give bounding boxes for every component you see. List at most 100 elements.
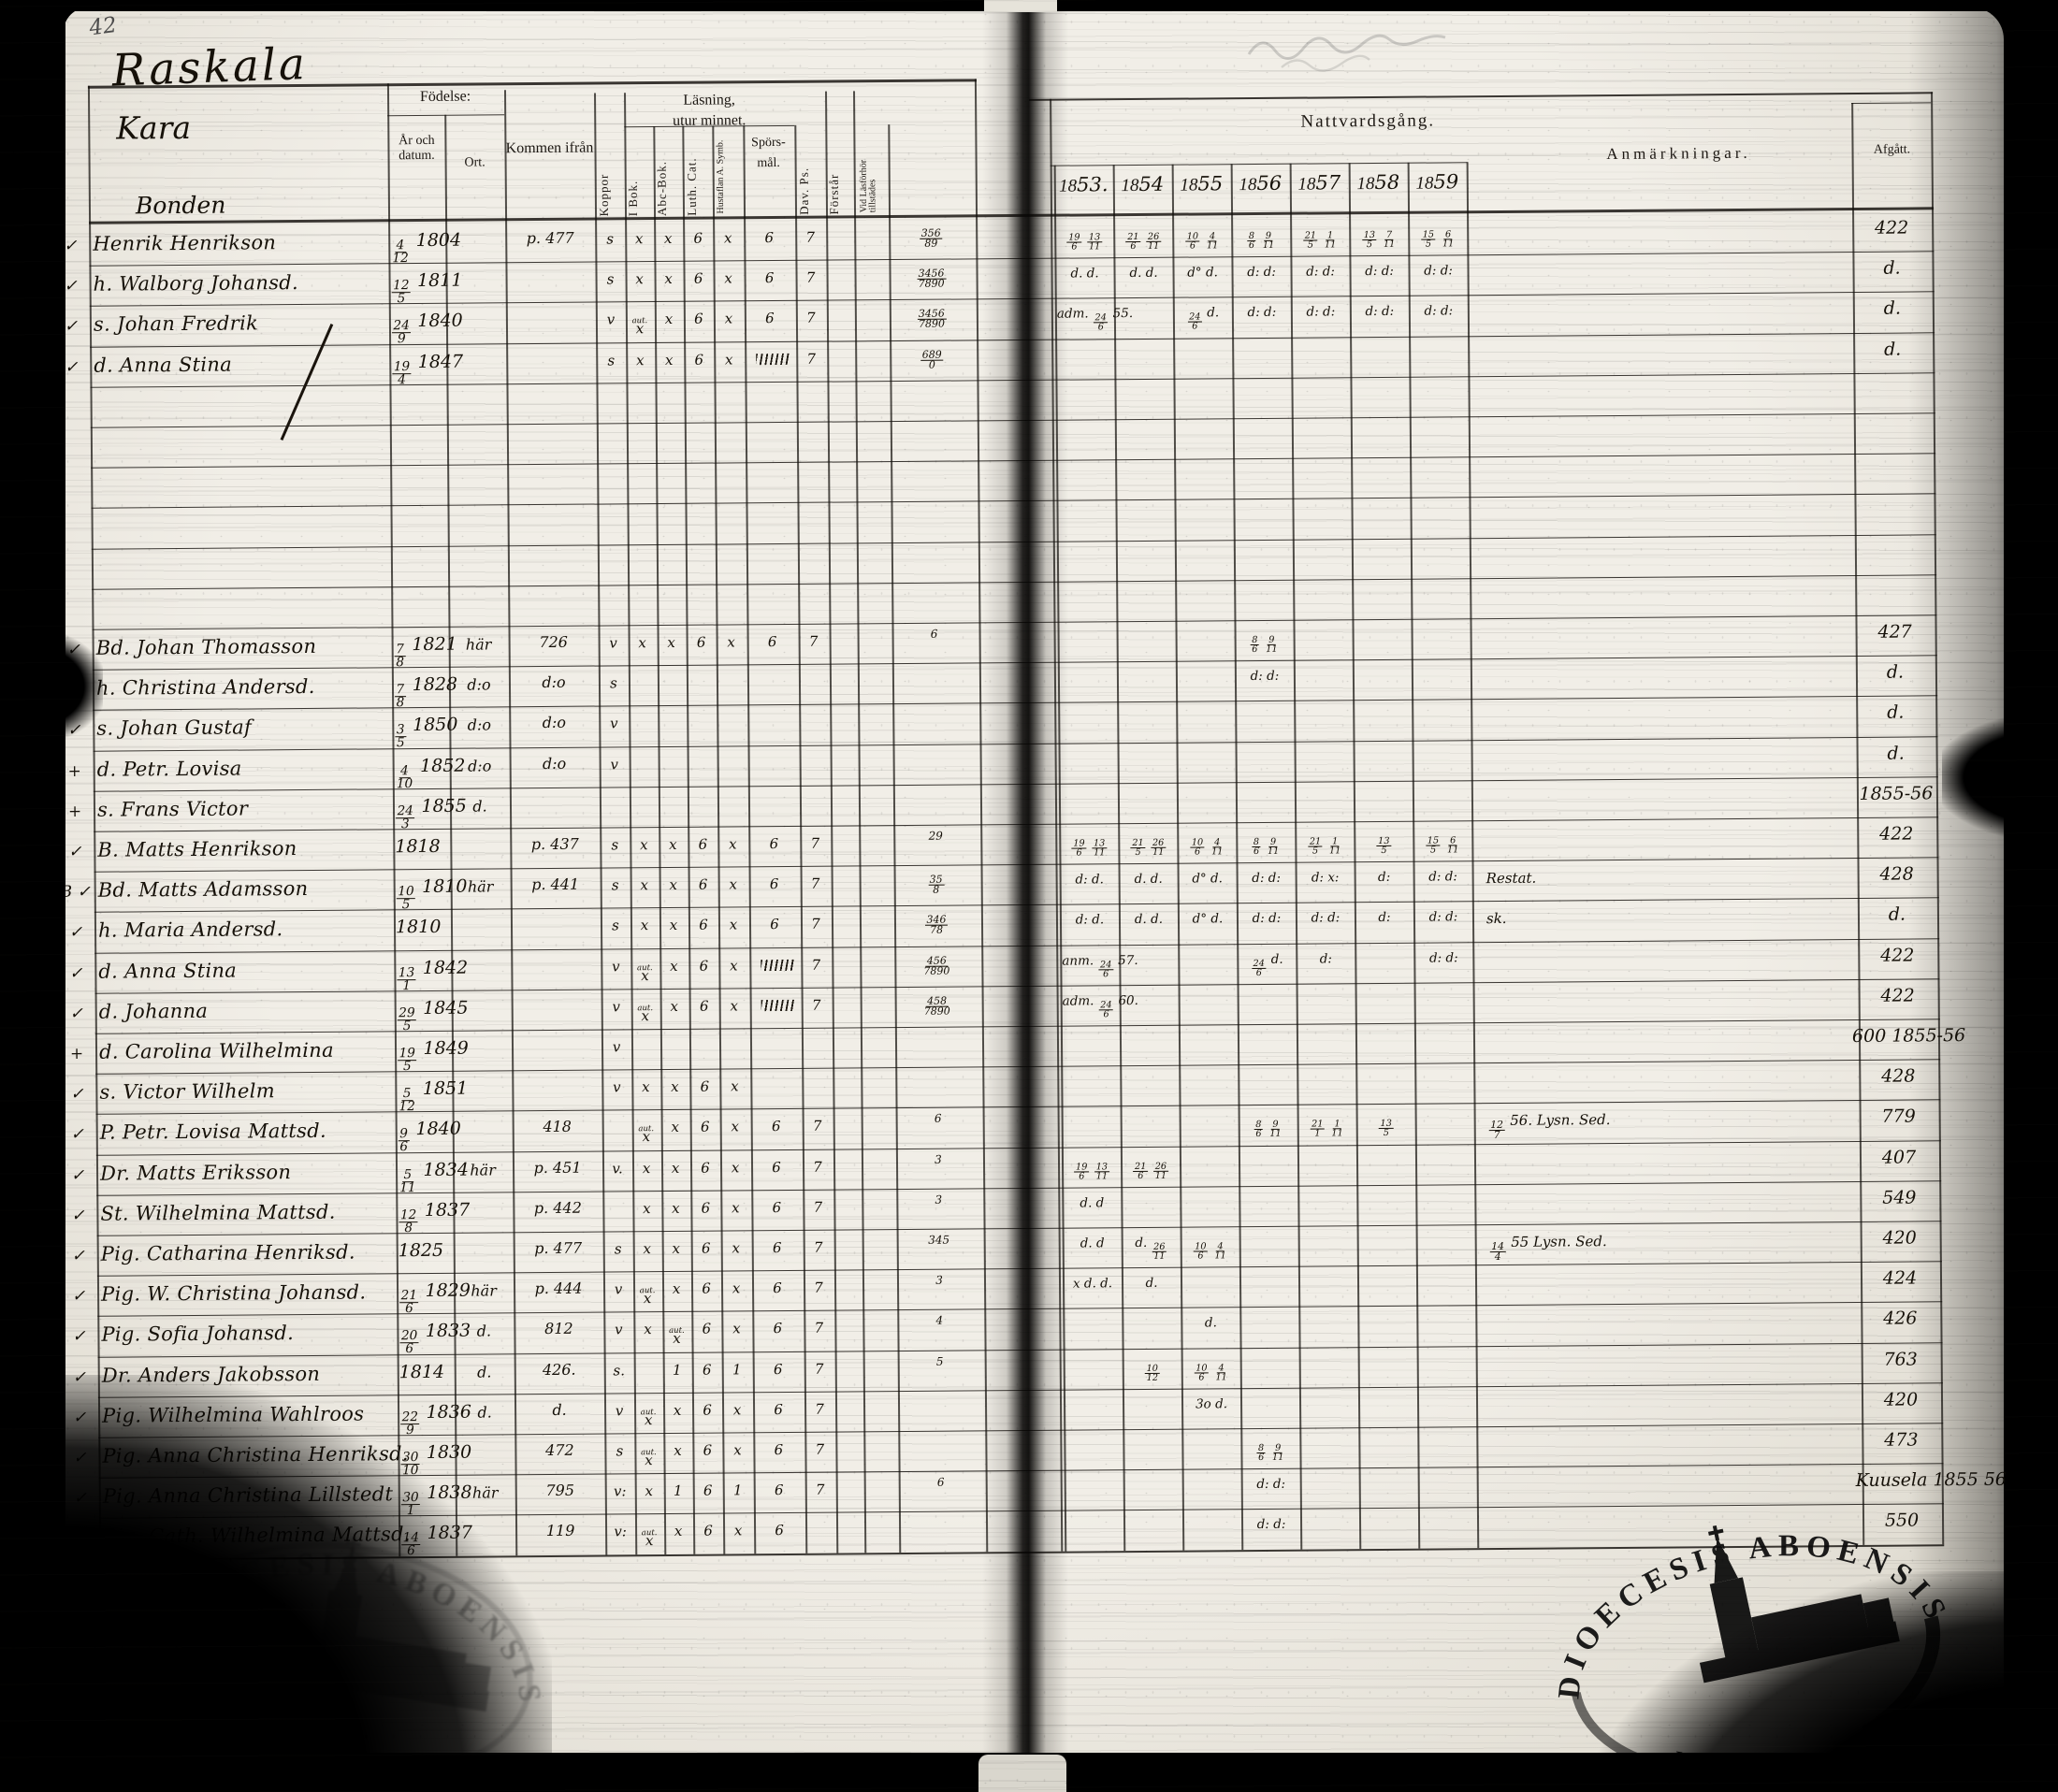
date-fraction: 10 6 — [1190, 837, 1205, 858]
birth-place-entry: d:o — [467, 757, 492, 775]
date-fraction: 21 5 — [1130, 837, 1146, 859]
year-handwritten: 54 — [1138, 172, 1165, 195]
reading-mark: x — [729, 835, 737, 853]
date-fraction: 13 1 — [397, 965, 416, 994]
column-header-departed: Afgått. — [1873, 142, 1911, 157]
date-fraction: 21 6 — [1125, 231, 1141, 253]
departed-entry: d. — [1884, 339, 1902, 360]
reading-mark: s — [607, 352, 616, 369]
communion-entry: 21 1 1 11 — [1299, 1112, 1355, 1139]
communion-entry: d: d: — [1256, 1516, 1286, 1533]
attendance-stack: 3456 7890 — [917, 307, 947, 331]
reading-mark: x — [640, 917, 649, 934]
date-fraction: 26 11 — [1153, 1161, 1168, 1182]
year-handwritten: 55 — [1197, 172, 1224, 195]
reading-mark: 6 — [693, 229, 703, 247]
birth-place-entry: här — [470, 1161, 496, 1179]
person-name: Bd. Johan Thomasson — [95, 634, 317, 659]
birth-date: 4 12 1804 — [392, 229, 462, 267]
remark-entry: 12 7 56. Lysn. Sed. — [1488, 1111, 1611, 1142]
reading-mark: 6 — [701, 1159, 710, 1177]
reading-mark: 7 — [813, 1198, 823, 1216]
departed-entry: d. — [1887, 743, 1905, 764]
communion-entry: 10 6 4 11 — [1179, 831, 1235, 858]
remark-entry: 14 4 55 Lysn. Sed. — [1489, 1233, 1607, 1264]
communion-entry: d: d: — [1428, 950, 1458, 966]
date-fraction: 4 11 — [1215, 1363, 1227, 1383]
year-printed: 18 — [1121, 175, 1139, 196]
communion-entry: d: d. — [1075, 872, 1104, 888]
person-name: d. Carolina Wilhelmina — [98, 1038, 334, 1063]
date-fraction: 26 11 — [1151, 837, 1166, 859]
birth-date: 12 5 1811 — [391, 269, 463, 307]
date-fraction: 20 6 — [399, 1328, 419, 1357]
departed-entry: 427 — [1877, 621, 1912, 643]
communion-entry: 10 12 — [1124, 1357, 1181, 1383]
year-printed: 18 — [1239, 174, 1257, 195]
departed-entry: 549 — [1882, 1187, 1917, 1208]
person-name: s. Johan Fredrik — [93, 311, 259, 336]
remark-entry: Restat. — [1486, 869, 1537, 888]
communion-entry: d: d: — [1424, 263, 1453, 279]
reading-mark: x — [645, 1482, 654, 1500]
reading-mark: v: — [614, 1523, 627, 1540]
attendance-years: 3 — [935, 1273, 943, 1287]
departed-entry: 420 — [1883, 1389, 1919, 1410]
departed-entry: 424 — [1882, 1267, 1918, 1289]
attendance-years: 29 — [928, 829, 943, 843]
column-header-communion-group: Nattvardsgång. — [1300, 110, 1436, 132]
reading-mark: x — [729, 875, 737, 893]
birth-place-entry: d:o — [467, 715, 492, 734]
person-name: Pig. Wilhelmina Wahlroos — [102, 1402, 365, 1427]
reading-mark: 6 — [694, 351, 704, 369]
reading-mark: x — [664, 269, 673, 287]
communion-entry: d: x: — [1311, 870, 1340, 886]
date-fraction: 21 1 — [1310, 1119, 1326, 1139]
margin-checkmark: ✓ — [73, 1528, 88, 1548]
communion-entry: 21 5 1 11 — [1292, 224, 1348, 251]
birth-place-entry: d:o — [467, 675, 491, 694]
reading-mark: 1 — [732, 1481, 743, 1499]
date-fraction: 9 11 — [1269, 1119, 1282, 1140]
birth-place-entry: d. — [476, 1322, 492, 1340]
column-header-luth-cat: Luth. Cat. — [684, 157, 700, 216]
reading-mark: 6 — [699, 997, 709, 1015]
departed-entry: 600 1855-56 — [1851, 1025, 1966, 1048]
reading-mark: x — [723, 229, 732, 247]
reading-mark: v — [612, 958, 620, 975]
attendance-stack: 356 89 — [920, 226, 943, 251]
reading-mark: x — [731, 1118, 740, 1135]
reading-mark: v — [609, 715, 618, 732]
person-name: h. Christina Andersd. — [95, 674, 315, 700]
column-header-birth-place: Ort. — [464, 155, 486, 170]
person-name: d. Anna Stina — [98, 959, 238, 983]
ink-stroke — [280, 323, 334, 441]
date-fraction: 12 5 — [391, 278, 412, 307]
come-from-entry: p. 477 — [526, 228, 574, 248]
rule-line — [1407, 162, 1421, 1549]
date-fraction: 5 11 — [399, 1167, 416, 1196]
come-from-entry: p. 451 — [533, 1158, 582, 1178]
date-fraction: 26 11 — [1146, 231, 1161, 253]
come-from-entry: p. 444 — [534, 1279, 583, 1298]
reading-mark: 7 — [805, 228, 816, 246]
annotated-mark: aut. x — [636, 963, 653, 985]
reading-mark: s — [612, 917, 619, 934]
date-fraction: 13 5 — [1376, 835, 1392, 857]
reading-mark: 6 — [765, 310, 775, 327]
column-header-questions: mål. — [757, 155, 780, 171]
come-from-entry: p. 442 — [533, 1198, 582, 1218]
communion-entry: d: d: — [1306, 264, 1335, 280]
rule-line — [1466, 162, 1480, 1549]
date-fraction: 21 6 — [1133, 1161, 1148, 1182]
page-edge-tab — [978, 1755, 1066, 1792]
communion-entry: 19 6 13 11 — [1064, 1155, 1120, 1182]
attendance-stack: 3456 7890 — [917, 267, 947, 291]
margin-checkmark: ✓ — [73, 1488, 87, 1508]
reading-mark: x — [729, 916, 738, 933]
reading-mark: 6 — [774, 1401, 783, 1419]
